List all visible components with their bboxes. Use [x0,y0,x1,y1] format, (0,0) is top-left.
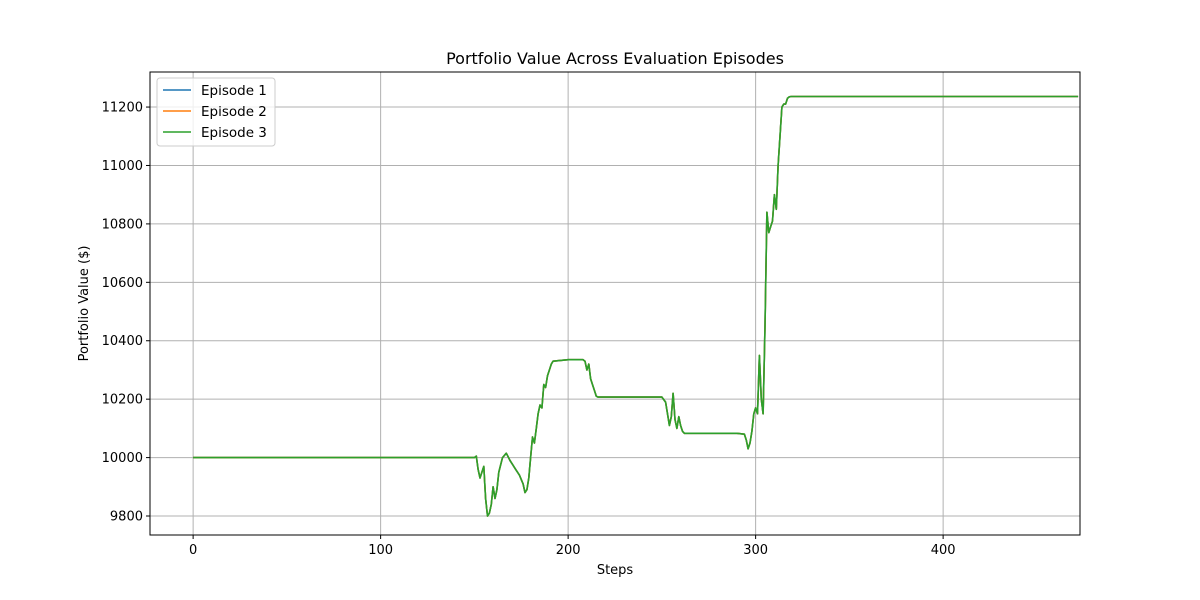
y-tick-label: 11000 [102,159,143,174]
legend-label-episode-1: Episode 1 [201,83,267,99]
chart-title: Portfolio Value Across Evaluation Episod… [446,49,784,68]
x-tick-label: 200 [556,543,581,558]
y-tick-label: 10000 [102,451,143,466]
y-tick-label: 10600 [102,276,143,291]
legend-box [156,77,276,147]
y-tick-label: 10400 [102,334,143,349]
series-line-episode-2 [193,95,1079,517]
axis-ticks: 0 100 200 300 400 9800 10000 10200 10400 10600 108… [102,101,956,558]
y-tick-label: 9800 [110,510,143,525]
grid-lines [150,72,1080,535]
legend-items: Episode 1 Episode 2 Episode 3 [163,83,267,141]
series-lines [193,95,1079,517]
y-tick-label: 10800 [102,217,143,232]
legend-label-episode-2: Episode 2 [201,104,267,120]
x-axis-label: Steps [597,563,634,578]
plot-area-frame [149,71,1081,536]
x-tick-label: 100 [368,543,393,558]
y-tick-label: 11200 [102,101,143,116]
legend: Episode 1 Episode 2 Episode 3 [156,77,276,147]
series-line-episode-3 [193,95,1079,517]
x-tick-label: 0 [189,543,197,558]
y-axis-label: Portfolio Value ($) [77,246,92,362]
legend-label-episode-3: Episode 3 [201,125,267,141]
series-line-episode-1 [193,95,1079,517]
x-tick-label: 400 [931,543,956,558]
y-tick-label: 10200 [102,393,143,408]
x-tick-label: 300 [743,543,768,558]
